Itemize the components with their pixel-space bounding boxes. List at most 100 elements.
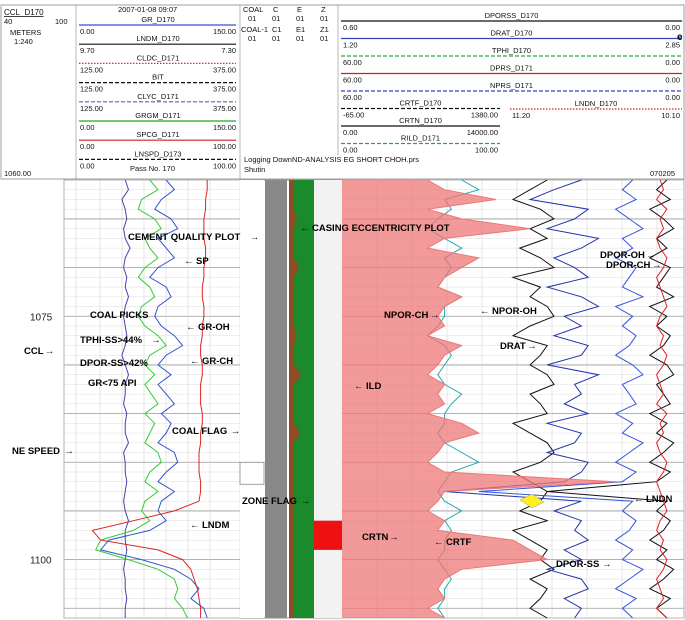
ccl-track-max: 100	[55, 17, 68, 26]
annotation-gr-oh: GR-OH	[198, 322, 230, 333]
annotation-dpor-oh: DPOR-OH	[600, 250, 645, 261]
annotation-gr-ch: GR-CH	[202, 356, 233, 367]
coal-row1-z: 01	[320, 14, 328, 23]
coal-row3-e: 01	[296, 34, 304, 43]
log-flags	[239, 461, 545, 550]
track-max: 1380.00	[471, 111, 498, 120]
highlight-marker	[519, 493, 545, 509]
annotation-arrow: →	[301, 496, 311, 507]
annotation-arrow: ←	[190, 356, 200, 367]
track-min: 0.00	[80, 27, 95, 36]
annotation-arrow: ←	[184, 256, 194, 267]
track-min: 60.00	[343, 93, 362, 102]
annotation-arrow: ←	[480, 306, 490, 317]
header-depth-start: 1060.00	[4, 169, 31, 178]
coal-row2-e: E1	[296, 25, 305, 34]
coal-flag-box	[239, 461, 265, 485]
curve-fill-crtf	[342, 180, 616, 618]
annotation-arrow: ←	[434, 537, 444, 548]
track-max: 0.00	[665, 58, 680, 67]
track-max: 2.85	[665, 41, 680, 50]
cement-bond-track	[265, 180, 287, 618]
curve-dpor_ss	[511, 179, 556, 619]
curve-ccl	[121, 179, 131, 618]
curve-npor_ch	[444, 179, 601, 619]
annotation-arrow: ←	[186, 322, 196, 333]
curve-fill-cement	[289, 180, 302, 618]
cement-gap	[240, 180, 264, 618]
track-max: 375.00	[213, 85, 236, 94]
track-name-nprs_d171: NPRS_D171	[490, 81, 533, 90]
track-name-lndn_d170: LNDN_D170	[575, 99, 618, 108]
track-min: 0.00	[80, 161, 95, 170]
track-max: 150.00	[213, 27, 236, 36]
coal-flag-table: COAL C E Z 01 01 01 01 COAL-1 C1 E1 Z1 0…	[241, 5, 329, 43]
header-code: 070205	[650, 169, 675, 178]
zone-flag-block	[314, 520, 342, 550]
track-min: 0.00	[343, 146, 358, 155]
annotation-arrow: →	[602, 559, 612, 570]
track-min: 0.00	[80, 142, 95, 151]
annotation-arrow: →	[151, 335, 161, 346]
coal-header-coal: COAL	[243, 5, 263, 14]
annotation-arrow: →	[430, 310, 440, 321]
track-min: -65.00	[343, 111, 364, 120]
curve-gr_oh	[99, 179, 208, 619]
annotation-npor-ch: NPOR-CH	[384, 310, 428, 321]
pass-number: Pass No. 170	[130, 164, 175, 173]
annotation-drat: DRAT	[500, 341, 526, 352]
annotation-arrow: ←	[190, 520, 200, 531]
coal-header-c: C	[273, 5, 279, 14]
annotation-coal-picks: COAL PICKS	[90, 310, 148, 321]
track-min: 0.60	[343, 23, 358, 32]
track-name-crtn_d170: CRTN_D170	[399, 116, 442, 125]
annotation-arrow: ←	[300, 223, 310, 234]
edge-letter: e	[677, 32, 683, 43]
track-name-rild_d171: RILD_D171	[401, 134, 440, 143]
annotation-ild: ILD	[366, 381, 381, 392]
annotation-coal-flag: COAL FLAG	[172, 426, 227, 437]
annotation-sp: SP	[196, 256, 209, 267]
curve-crtf	[426, 179, 616, 619]
annotation-tphi-ss-44-: TPHI-SS>44%	[80, 335, 143, 346]
annotation-dpor-ss: DPOR-SS	[556, 559, 599, 570]
track-min: 125.00	[80, 65, 103, 74]
track-name-crtf_d170: CRTF_D170	[400, 99, 442, 108]
track-min: 60.00	[343, 58, 362, 67]
track-name-dprs_d171: DPRS_D171	[490, 64, 533, 73]
left-track-headers: GR_D170 0.00 150.00 LNDM_D170 9.70 7.30 CLDC_D…	[79, 15, 236, 170]
annotation-cement-quality-plot: CEMENT QUALITY PLOT	[128, 232, 240, 243]
header-datetime: 2007-01-08 09:07	[118, 5, 177, 14]
curve-gr_ch	[94, 179, 188, 619]
right-track-headers: DPORSS_D170 0.60 0.00 DRAT_D170 1.20 2.85 TPHI…	[341, 11, 682, 155]
annotation-arrow: →	[646, 250, 656, 261]
track-name-bit: BIT	[152, 73, 164, 82]
annotation-arrow: →	[389, 532, 399, 543]
track-min: 0.00	[343, 128, 358, 137]
track-max: 150.00	[213, 123, 236, 132]
track-max: 100.00	[475, 146, 498, 155]
annotation-casing-eccentricity-plot: CASING ECCENTRICITY PLOT	[312, 223, 450, 234]
curve-drat	[478, 179, 645, 619]
track-min: 11.20	[512, 111, 530, 120]
track-name-lnspd_d173: LNSPD_D173	[134, 149, 181, 158]
track-min: 1.20	[343, 41, 358, 50]
track-name-spcg_d171: SPCG_D171	[136, 130, 179, 139]
track-name-lndm_d170: LNDM_D170	[136, 34, 179, 43]
annotation-arrow: →	[231, 426, 241, 437]
depth-labels: 1075 1100	[30, 312, 53, 566]
annotation-arrow: →	[45, 346, 55, 357]
shutin-label: Shutin	[244, 165, 265, 174]
annotations: CEMENT QUALITY PLOT →← CASING ECCENTRICITY…	[12, 223, 673, 570]
zone-track	[314, 180, 342, 618]
coal-row3-coal: 01	[248, 34, 256, 43]
ccl-track-name: CCL_D170	[4, 8, 44, 17]
curve-sp	[91, 180, 208, 618]
track-name-drat_d170: DRAT_D170	[491, 29, 533, 38]
track-max: 100.00	[213, 161, 236, 170]
track-min: 0.00	[80, 123, 95, 132]
curve-dpor_oh	[547, 179, 675, 619]
track-name-dporss_d170: DPORSS_D170	[485, 11, 539, 20]
annotation-arrow: ←	[634, 494, 644, 505]
